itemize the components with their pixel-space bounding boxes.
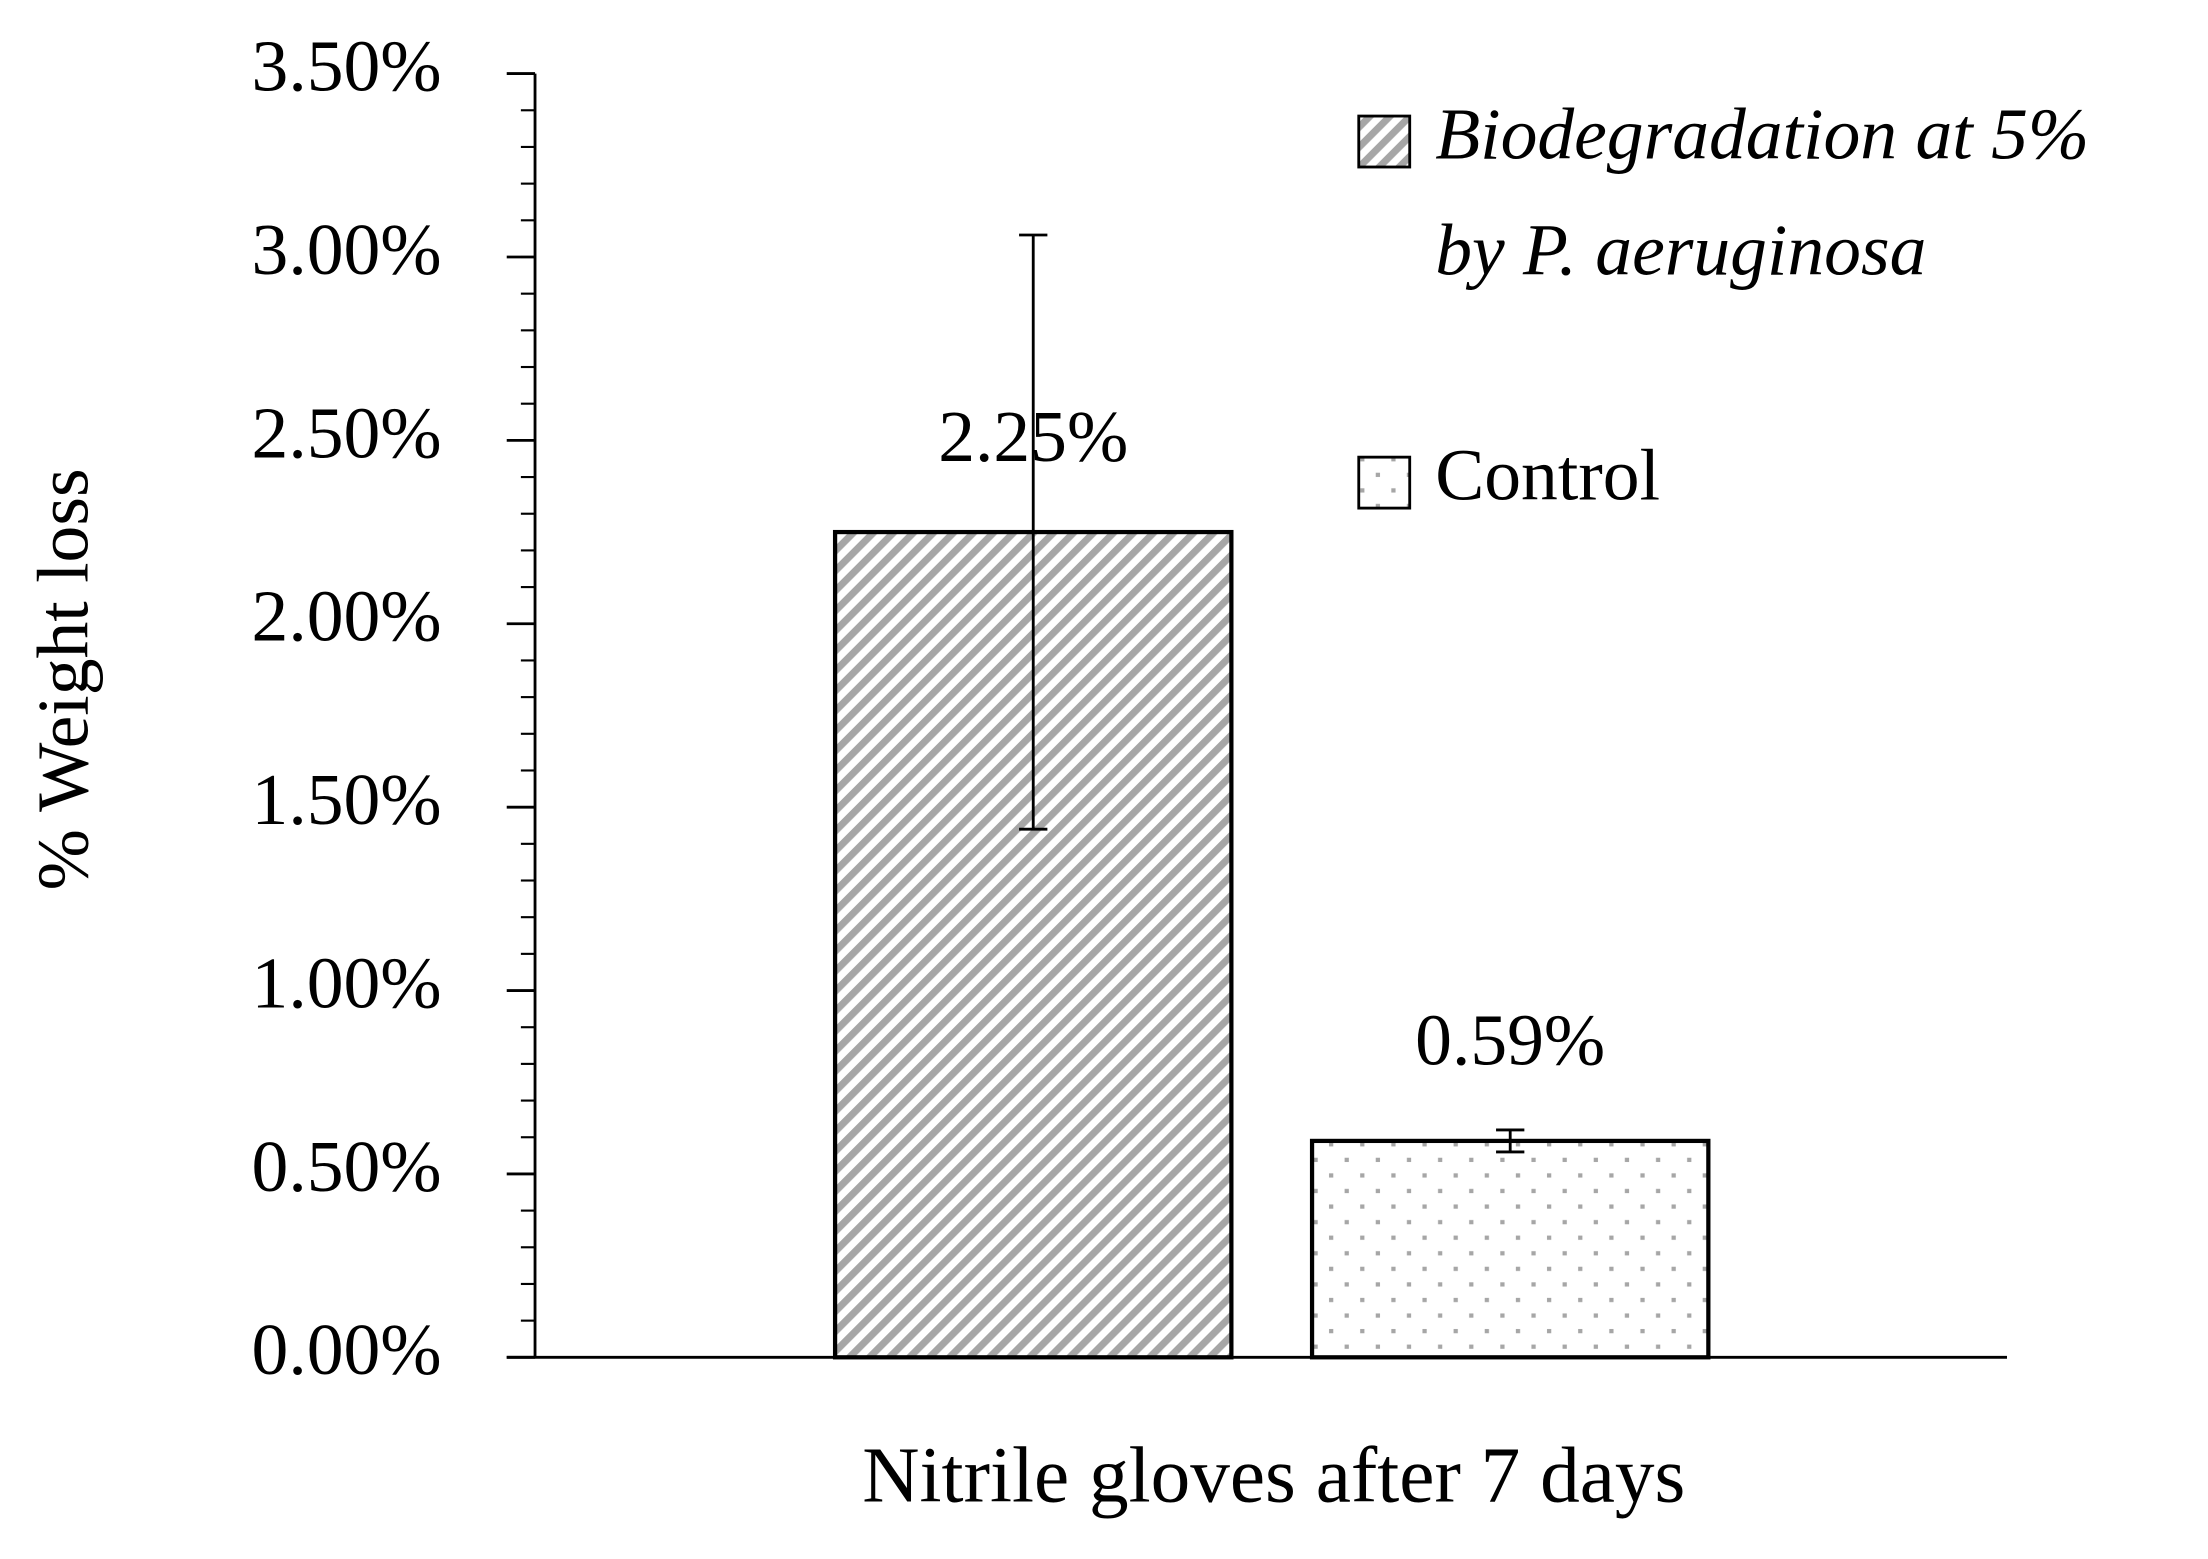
y-tick-label: 0.50%: [252, 1125, 442, 1207]
legend-swatch: [1357, 455, 1412, 510]
bar: [1309, 1138, 1711, 1360]
value-label: 2.25%: [938, 395, 1128, 477]
legend-swatch: [1357, 114, 1412, 169]
y-tick-label: 1.00%: [252, 941, 442, 1023]
y-axis-title: % Weight loss: [22, 468, 104, 890]
legend-label: Biodegradation at 5% by P. aeruginosa: [1435, 92, 2089, 290]
legend-label: Control: [1435, 434, 1660, 516]
y-tick-label: 3.50%: [252, 24, 442, 106]
y-tick-label: 2.00%: [252, 575, 442, 657]
x-tick-label: Nitrile gloves after 7 days: [862, 1431, 1685, 1519]
y-tick-label: 1.50%: [252, 758, 442, 840]
y-tick-label: 0.00%: [252, 1308, 442, 1390]
y-tick-label: 3.00%: [252, 208, 442, 290]
error-bar: [1019, 233, 1048, 831]
error-bar: [1496, 1128, 1525, 1154]
value-label: 0.59%: [1415, 999, 1605, 1081]
y-tick-label: 2.50%: [252, 391, 442, 473]
